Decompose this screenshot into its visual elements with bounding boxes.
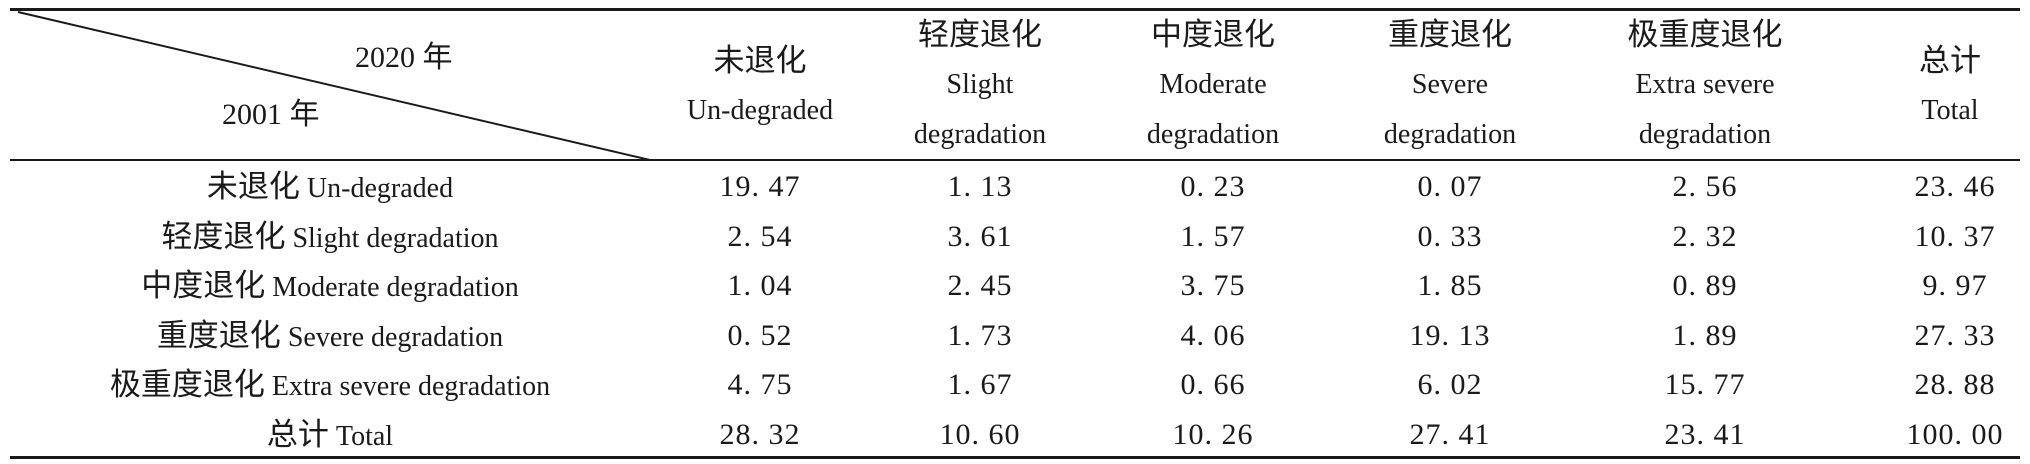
column-header-en-line1: Moderate — [1159, 69, 1267, 100]
row-label-en: Un-degraded — [306, 173, 454, 204]
column-header-en-line2: degradation — [1638, 119, 1772, 150]
table-cell: 1. 04 — [727, 269, 793, 302]
corner-diagonal-line — [17, 11, 651, 161]
table-row-label: 极重度退化 Extra severe degradation — [10, 360, 650, 410]
table-cell: 6. 02 — [1417, 368, 1483, 401]
row-label-en: Severe degradation — [287, 322, 504, 353]
table-row-label: 总计 Total — [10, 410, 650, 460]
column-header-zh: 未退化 — [713, 43, 807, 78]
row-label-en: Extra severe degradation — [271, 371, 551, 402]
table-cell: 0. 66 — [1180, 368, 1246, 401]
table-cell: 1. 67 — [947, 368, 1013, 401]
column-header-en-line2: degradation — [1146, 119, 1280, 150]
table-cell: 10. 37 — [1914, 220, 1996, 253]
table-cell: 28. 32 — [719, 418, 801, 451]
column-header-extra-severe: 极重度退化 Extra severe degradation — [1595, 10, 1815, 160]
corner-row-year: 2001 年 — [222, 98, 320, 131]
table-cell: 19. 47 — [719, 170, 801, 203]
column-header-undegraded: 未退化 Un-degraded — [660, 10, 860, 160]
table-cell: 3. 61 — [947, 220, 1013, 253]
row-label-en: Slight degradation — [292, 223, 499, 254]
table-cell: 100. 00 — [1906, 418, 2004, 451]
table-cell: 28. 88 — [1914, 368, 1996, 401]
corner-column-year: 2020 年 — [355, 41, 453, 74]
column-header-en-line1: Slight — [946, 69, 1014, 100]
table-cell: 4. 06 — [1180, 319, 1246, 352]
table-row-label: 中度退化 Moderate degradation — [10, 261, 650, 311]
table-cell: 1. 73 — [947, 319, 1013, 352]
table-cell: 0. 89 — [1672, 269, 1738, 302]
column-header-en: Total — [1921, 95, 1979, 126]
table-cell: 2. 56 — [1672, 170, 1738, 203]
column-header-severe: 重度退化 Severe degradation — [1350, 10, 1550, 160]
column-header-en: Un-degraded — [686, 95, 834, 126]
table-cell: 0. 07 — [1417, 170, 1483, 203]
table-cell: 2. 32 — [1672, 220, 1738, 253]
table-cell: 23. 41 — [1664, 418, 1746, 451]
table-row-label: 重度退化 Severe degradation — [10, 311, 650, 361]
column-header-zh: 总计 — [1919, 43, 1981, 78]
table-cell: 3. 75 — [1180, 269, 1246, 302]
row-label-zh: 总计 — [266, 417, 329, 452]
table-cell: 10. 26 — [1172, 418, 1254, 451]
row-label-zh: 重度退化 — [156, 318, 281, 353]
table-cell: 0. 23 — [1180, 170, 1246, 203]
table-cell: 10. 60 — [939, 418, 1021, 451]
header-rule — [10, 159, 2020, 161]
column-header-zh: 轻度退化 — [918, 17, 1042, 52]
table-cell: 2. 45 — [947, 269, 1013, 302]
table-cell: 9. 97 — [1922, 269, 1988, 302]
table-row-label: 轻度退化 Slight degradation — [10, 212, 650, 262]
column-header-zh: 中度退化 — [1151, 17, 1275, 52]
table-cell: 2. 54 — [727, 220, 793, 253]
row-label-zh: 中度退化 — [141, 268, 266, 303]
row-label-en: Moderate degradation — [272, 272, 519, 303]
table-cell: 1. 57 — [1180, 220, 1246, 253]
table-cell: 27. 41 — [1409, 418, 1491, 451]
row-label-zh: 极重度退化 — [109, 367, 265, 402]
column-header-total: 总计 Total — [1880, 10, 2020, 160]
column-header-en-line2: degradation — [1383, 119, 1517, 150]
table-cell: 27. 33 — [1914, 319, 1996, 352]
top-rule — [10, 8, 2020, 11]
column-header-zh: 重度退化 — [1388, 17, 1512, 52]
column-header-zh: 极重度退化 — [1627, 17, 1783, 52]
table-cell: 1. 89 — [1672, 319, 1738, 352]
row-label-zh: 未退化 — [206, 169, 300, 204]
table-cell: 0. 33 — [1417, 220, 1483, 253]
table-row-label: 未退化 Un-degraded — [10, 162, 650, 212]
row-label-zh: 轻度退化 — [161, 219, 286, 254]
bottom-rule — [10, 456, 2020, 459]
column-header-en-line2: degradation — [913, 119, 1047, 150]
column-header-slight: 轻度退化 Slight degradation — [880, 10, 1080, 160]
table-cell: 19. 13 — [1409, 319, 1491, 352]
column-header-moderate: 中度退化 Moderate degradation — [1113, 10, 1313, 160]
table-cell: 1. 85 — [1417, 269, 1483, 302]
table-cell: 0. 52 — [727, 319, 793, 352]
row-label-en: Total — [335, 421, 394, 452]
table-cell: 4. 75 — [727, 368, 793, 401]
column-header-en-line1: Extra severe — [1635, 69, 1775, 100]
table-cell: 15. 77 — [1664, 368, 1746, 401]
table-cell: 23. 46 — [1914, 170, 1996, 203]
column-header-en-line1: Severe — [1411, 69, 1489, 100]
table-cell: 1. 13 — [947, 170, 1013, 203]
